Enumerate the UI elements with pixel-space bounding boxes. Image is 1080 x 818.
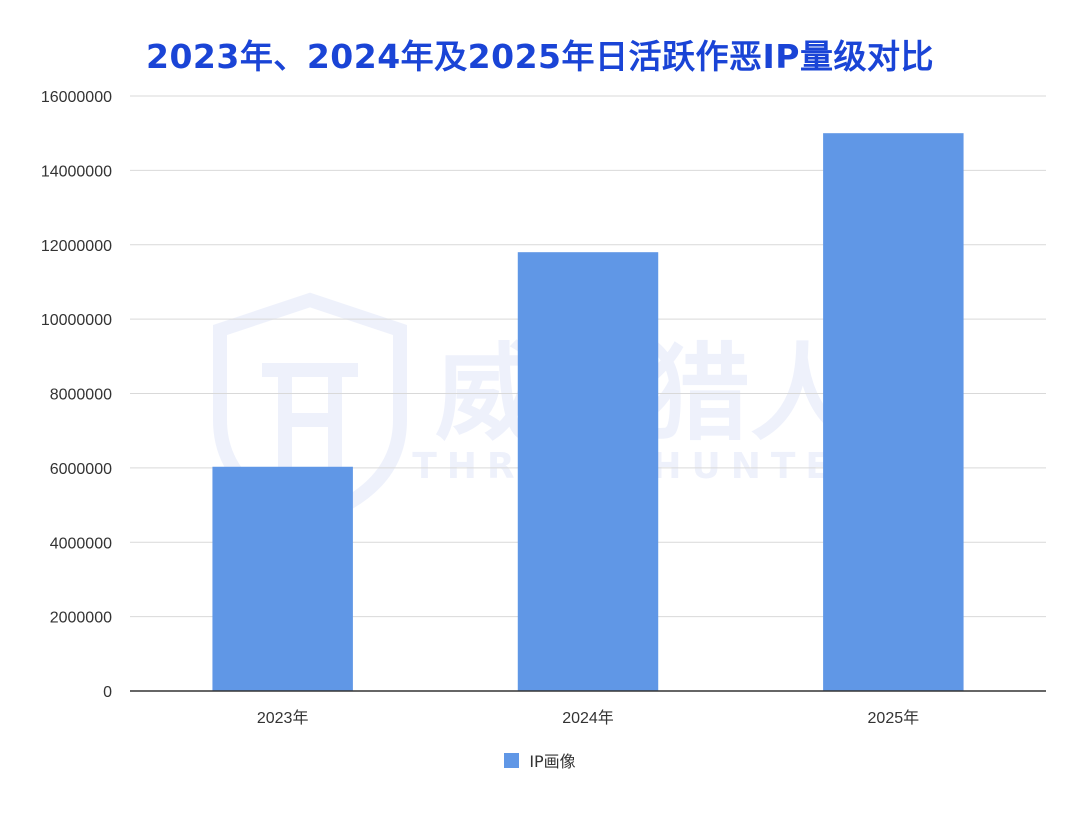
y-tick-label: 2000000 [50, 610, 112, 627]
legend-swatch [504, 752, 520, 768]
y-tick-label: 8000000 [50, 387, 112, 404]
y-tick-label: 10000000 [41, 312, 112, 329]
y-axis-ticks: 0 2000000 4000000 6000000 8000000 10000000 120… [41, 89, 112, 701]
y-tick-label: 14000000 [41, 163, 112, 180]
x-tick-label: 2025年 [868, 709, 920, 727]
chart-title: 2023年、2024年及2025年日活跃作恶IP量级对比 [145, 37, 934, 76]
x-axis-ticks: 2023年 2024年 2025年 [257, 709, 919, 727]
y-tick-label: 12000000 [41, 238, 112, 255]
y-tick-label: 4000000 [50, 535, 112, 552]
y-tick-label: 6000000 [50, 461, 112, 478]
y-tick-label: 0 [103, 684, 112, 701]
x-tick-label: 2023年 [257, 709, 309, 727]
bar [212, 466, 353, 691]
bars [212, 133, 964, 691]
y-tick-label: 16000000 [41, 89, 112, 106]
bar [823, 133, 964, 691]
bar [517, 252, 659, 691]
x-tick-label: 2024年 [562, 709, 614, 727]
legend: IP画像 [0, 748, 1080, 772]
legend-label: IP画像 [529, 752, 576, 771]
